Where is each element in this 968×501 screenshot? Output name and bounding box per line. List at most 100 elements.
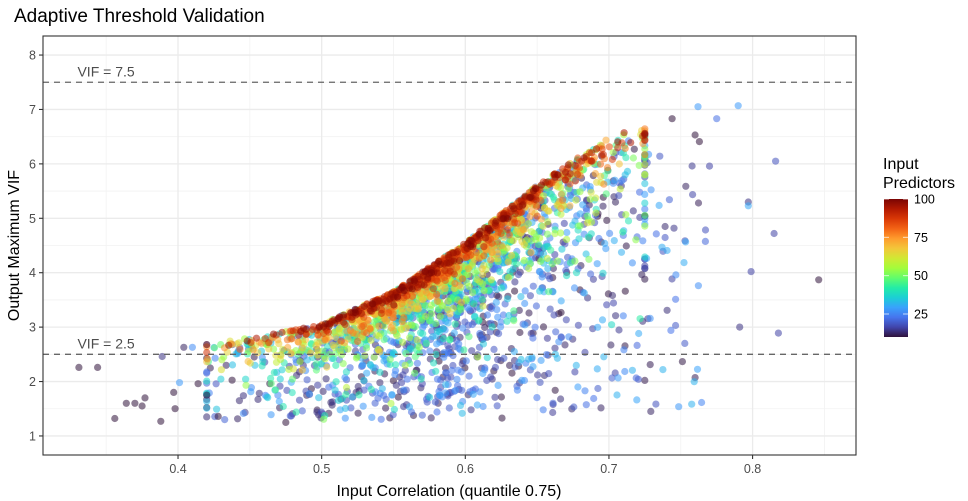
x-axis-title: Input Correlation (quantile 0.75) (336, 483, 561, 500)
scatter-point (569, 221, 577, 229)
scatter-point (633, 341, 641, 349)
scatter-point (252, 334, 261, 342)
scatter-point (615, 326, 623, 334)
scatter-point (688, 400, 696, 408)
scatter-point (551, 230, 559, 238)
scatter-point (499, 311, 507, 319)
scatter-point (524, 220, 532, 228)
scatter-point (533, 212, 541, 220)
scatter-point (563, 235, 571, 243)
scatter-point (559, 196, 567, 204)
scatter-point (295, 396, 304, 404)
scatter-point (494, 250, 502, 258)
scatter-point (488, 323, 496, 331)
scatter-point (668, 115, 676, 123)
scatter-point (594, 384, 602, 393)
scatter-point (593, 365, 601, 373)
y-tick-label: 1 (29, 429, 36, 443)
scatter-point (258, 362, 266, 370)
scatter-point (561, 341, 569, 349)
scatter-point (221, 416, 229, 424)
scatter-point (497, 284, 506, 292)
scatter-point (497, 229, 505, 237)
scatter-point (551, 350, 559, 358)
scatter-point (483, 311, 492, 319)
scatter-point (630, 145, 638, 153)
scatter-point (296, 358, 304, 366)
scatter-point (360, 386, 368, 394)
scatter-point (554, 171, 562, 179)
scatter-point (194, 380, 202, 388)
scatter-point (403, 375, 411, 383)
scatter-point (138, 402, 146, 410)
scatter-point (389, 314, 397, 322)
scatter-point (342, 368, 350, 376)
scatter-point (647, 186, 655, 194)
scatter-point (249, 346, 257, 354)
scatter-point (423, 289, 431, 297)
scatter-point (546, 305, 554, 313)
scatter-point (529, 363, 537, 371)
scatter-point (566, 202, 574, 210)
scatter-point (458, 409, 466, 417)
scatter-point (663, 246, 671, 255)
scatter-point (619, 228, 627, 236)
scatter-point (520, 241, 528, 249)
scatter-point (459, 324, 467, 332)
scatter-point (561, 176, 569, 184)
scatter-point (599, 202, 607, 210)
scatter-point (641, 180, 649, 188)
scatter-point (520, 256, 528, 264)
color-legend: Input Predictors 25 50 75 100 (883, 156, 955, 337)
scatter-point (398, 379, 406, 387)
scatter-point (399, 338, 407, 346)
scatter-point (534, 371, 542, 379)
scatter-point (495, 293, 503, 301)
scatter-point (228, 361, 237, 369)
scatter-point (552, 328, 560, 336)
scatter-point (380, 336, 388, 344)
scatter-point (510, 317, 518, 325)
scatter-point (255, 389, 263, 397)
legend-title-line-1: Input (883, 156, 919, 173)
scatter-point (652, 230, 660, 238)
scatter-point (472, 248, 480, 257)
scatter-point (681, 339, 689, 347)
scatter-point (536, 234, 544, 242)
scatter-point (330, 328, 338, 336)
scatter-point (525, 264, 533, 273)
scatter-point (646, 314, 654, 322)
scatter-point (539, 323, 548, 331)
scatter-point (441, 267, 449, 275)
scatter-point (492, 298, 500, 306)
scatter-point (432, 320, 440, 328)
scatter-point (621, 144, 629, 152)
scatter-point (301, 336, 310, 344)
scatter-point (267, 411, 275, 419)
scatter-point (312, 366, 320, 374)
scatter-point (495, 330, 503, 338)
scatter-point (478, 265, 486, 273)
scatter-point (511, 278, 519, 286)
scatter-point (443, 259, 451, 267)
scatter-point (603, 216, 611, 224)
scatter-point (292, 408, 300, 416)
scatter-point (574, 321, 583, 329)
scatter-point (613, 391, 621, 399)
scatter-point (510, 348, 518, 356)
scatter-point (581, 387, 589, 395)
scatter-point (279, 402, 287, 411)
scatter-point (363, 329, 371, 337)
x-tick-label: 0.7 (600, 462, 617, 476)
scatter-point (458, 386, 466, 394)
scatter-point (366, 307, 374, 315)
scatter-point (557, 204, 565, 213)
scatter-point (214, 412, 222, 420)
scatter-point (537, 181, 546, 189)
scatter-point (663, 306, 671, 314)
scatter-point (322, 375, 330, 383)
scatter-point (513, 386, 522, 394)
scatter-point (448, 366, 456, 375)
scatter-point (694, 103, 702, 111)
scatter-point (385, 309, 393, 317)
